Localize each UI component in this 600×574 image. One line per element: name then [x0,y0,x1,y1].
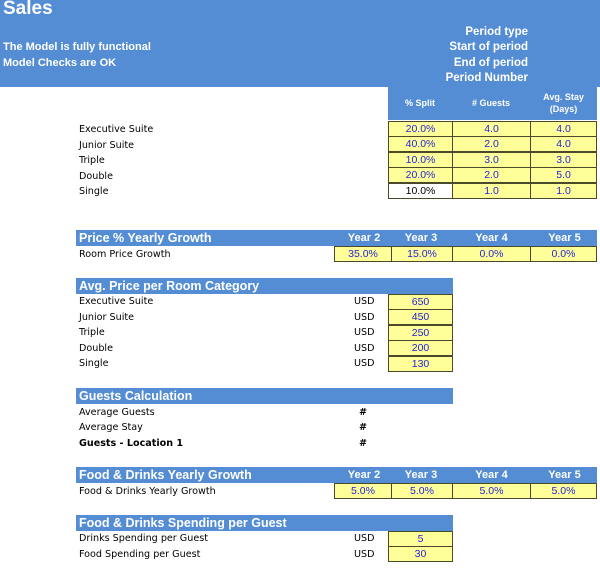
price-growth-input-cell[interactable]: 35.0% [334,246,392,262]
col-header-avg-stay: Avg. Stay (Days) [530,87,597,120]
section-header-fnb-growth: Food & Drinks Yearly Growth [76,467,597,483]
avg-price-input-cell[interactable]: 130 [388,356,453,372]
col-header-split: % Split [404,97,435,108]
guests-location-total-label: Guests - Location 1 [79,438,184,449]
col-header-avg-stay-line2: (Days) [549,103,578,114]
year-header: Year 5 [548,469,581,481]
stay-input-cell[interactable]: 4.0 [530,121,597,137]
avg-price-row-label: Double [79,343,113,354]
currency-unit: USD [354,312,375,323]
sheet-title: Sales [3,0,53,19]
fnb-growth-input-cell[interactable]: 5.0% [452,483,531,499]
fnb-spending-row-label: Drinks Spending per Guest [79,533,208,544]
guests-input-cell[interactable]: 2.0 [452,167,531,183]
split-calculated-cell[interactable]: 10.0% [388,183,453,199]
room-mix-column-headers: % Split # Guests Avg. Stay (Days) [388,87,597,120]
end-of-period-label: End of period [453,57,528,69]
room-price-growth-label: Room Price Growth [79,249,171,260]
year-header: Year 5 [548,232,581,244]
room-mix-row-label: Executive Suite [79,124,154,135]
currency-unit: USD [354,327,375,338]
price-growth-input-cell[interactable]: 15.0% [391,246,453,262]
year-header: Year 2 [347,469,381,481]
section-header-guests-calculation: Guests Calculation [76,388,453,404]
drinks-spending-input-cell[interactable]: 5 [388,531,453,547]
year-header: Year 4 [475,232,508,244]
section-title: Guests Calculation [79,389,193,403]
avg-price-row-label: Single [79,358,109,369]
guests-input-cell[interactable]: 4.0 [452,121,531,137]
stay-input-cell[interactable]: 3.0 [530,152,597,168]
price-growth-input-cell[interactable]: 0.0% [530,246,597,262]
section-title: Price % Yearly Growth [79,231,212,245]
section-title: Food & Drinks Spending per Guest [79,516,287,530]
fnb-growth-input-cell[interactable]: 5.0% [391,483,453,499]
room-mix-row-label: Triple [79,155,105,166]
currency-unit: USD [354,549,375,560]
year-header: Year 4 [475,469,508,481]
year-header: Year 3 [404,232,438,244]
model-checks-text: Model Checks are OK [3,57,117,69]
currency-unit: USD [354,533,375,544]
room-mix-row-label: Single [79,186,109,197]
section-title: Food & Drinks Yearly Growth [79,468,252,482]
section-title: Avg. Price per Room Category [79,279,260,293]
split-input-cell[interactable]: 40.0% [388,136,453,152]
model-status-text: The Model is fully functional [3,41,151,53]
avg-price-row-label: Triple [79,327,105,338]
stay-input-cell[interactable]: 1.0 [530,183,597,199]
period-type-label: Period type [465,26,528,38]
avg-price-input-cell[interactable]: 450 [388,309,453,325]
avg-price-row-label: Executive Suite [79,296,154,307]
fnb-spending-row-label: Food Spending per Guest [79,549,201,560]
food-spending-input-cell[interactable]: 30 [388,546,453,562]
count-unit: # [359,407,368,418]
period-number-label: Period Number [445,72,528,84]
split-input-cell[interactable]: 20.0% [388,121,453,137]
currency-unit: USD [354,358,375,369]
section-header-avg-price: Avg. Price per Room Category [76,278,453,294]
currency-unit: USD [354,343,375,354]
price-growth-input-cell[interactable]: 0.0% [452,246,531,262]
col-header-guests: # Guests [471,97,511,108]
split-input-cell[interactable]: 10.0% [388,152,453,168]
section-header-price-growth: Price % Yearly Growth [76,230,597,246]
year-header: Year 3 [404,469,438,481]
room-mix-row-label: Double [79,171,113,182]
guests-input-cell[interactable]: 1.0 [452,183,531,199]
guests-calc-row-label: Average Guests [79,407,155,418]
avg-price-input-cell[interactable]: 200 [388,340,453,356]
stay-input-cell[interactable]: 4.0 [530,136,597,152]
fnb-growth-row-label: Food & Drinks Yearly Growth [79,486,216,497]
section-header-fnb-spending: Food & Drinks Spending per Guest [76,515,453,531]
start-of-period-label: Start of period [449,41,528,53]
guests-calc-row-label: Average Stay [79,422,143,433]
fnb-growth-input-cell[interactable]: 5.0% [334,483,392,499]
count-unit: # [359,438,368,449]
avg-price-input-cell[interactable]: 250 [388,325,453,341]
col-header-avg-stay-line1: Avg. Stay [543,92,584,103]
guests-input-cell[interactable]: 3.0 [452,152,531,168]
avg-price-row-label: Junior Suite [79,312,135,323]
year-header: Year 2 [347,232,381,244]
count-unit: # [359,422,368,433]
sheet-header-banner: Sales The Model is fully functional Mode… [0,0,600,87]
fnb-growth-input-cell[interactable]: 5.0% [530,483,597,499]
currency-unit: USD [354,296,375,307]
avg-price-input-cell[interactable]: 650 [388,294,453,310]
guests-input-cell[interactable]: 2.0 [452,136,531,152]
room-mix-row-label: Junior Suite [79,140,135,151]
stay-input-cell[interactable]: 5.0 [530,167,597,183]
split-input-cell[interactable]: 20.0% [388,167,453,183]
